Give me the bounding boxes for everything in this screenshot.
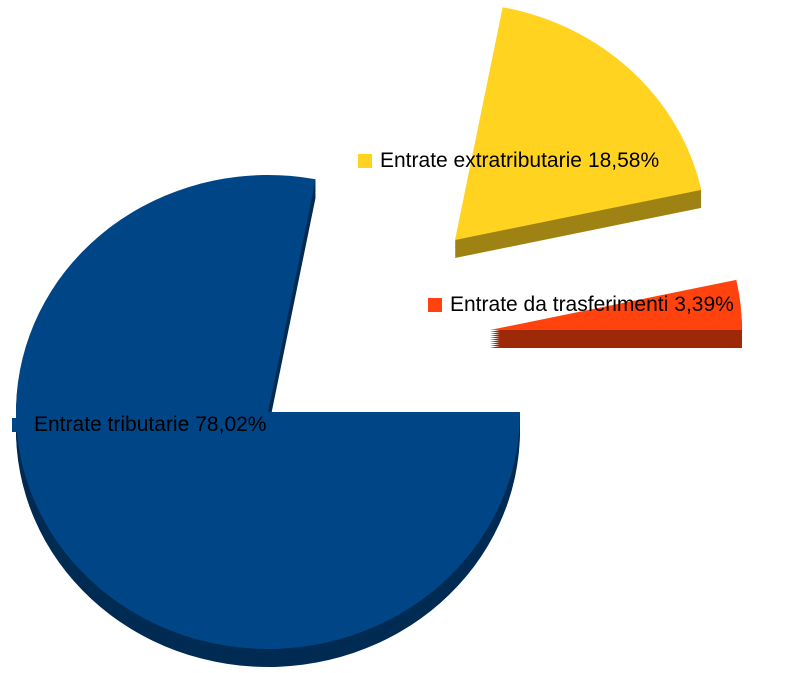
slice	[490, 279, 742, 330]
label-category: Entrate extratributarie	[380, 149, 582, 172]
label-value: 3,39%	[674, 293, 734, 316]
data-label: Entrate extratributarie 18,58%	[380, 149, 659, 172]
label-category: Entrate da trasferimenti	[450, 293, 668, 316]
label-marker	[358, 154, 372, 168]
label-marker	[428, 298, 442, 312]
label-value: 18,58%	[588, 149, 659, 172]
data-label: Entrate da trasferimenti 3,39%	[450, 293, 734, 316]
data-label: Entrate tributarie 78,02%	[34, 413, 266, 436]
label-marker	[12, 418, 26, 432]
slice	[16, 174, 520, 649]
label-category: Entrate tributarie	[34, 413, 189, 436]
slice	[455, 7, 702, 241]
label-value: 78,02%	[195, 413, 266, 436]
